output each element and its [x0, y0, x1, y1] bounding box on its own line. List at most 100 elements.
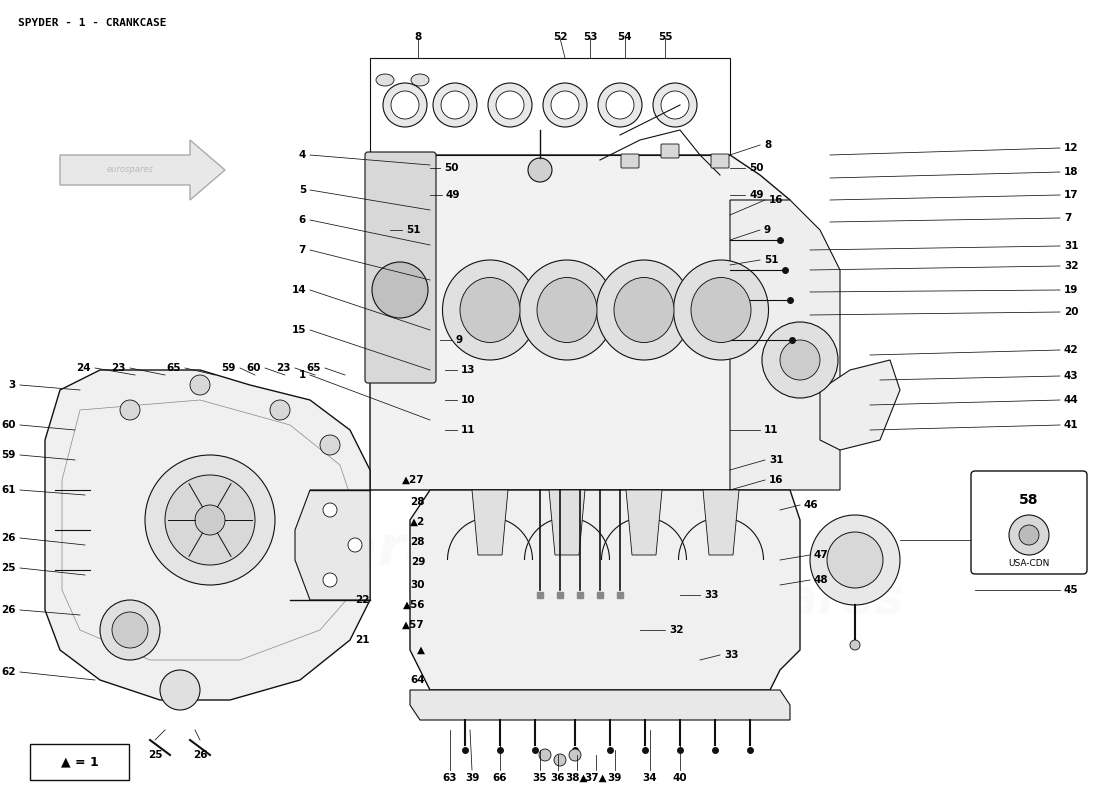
Circle shape — [348, 538, 362, 552]
Circle shape — [323, 503, 337, 517]
Circle shape — [120, 400, 140, 420]
Text: 10: 10 — [461, 395, 475, 405]
Circle shape — [496, 91, 524, 119]
Text: 65: 65 — [307, 363, 321, 373]
Text: 32: 32 — [1064, 261, 1078, 271]
Text: 61: 61 — [1, 485, 16, 495]
Text: 42: 42 — [1064, 345, 1079, 355]
Circle shape — [323, 573, 337, 587]
Circle shape — [543, 83, 587, 127]
Text: 41: 41 — [1064, 420, 1079, 430]
Text: 65: 65 — [166, 363, 182, 373]
Polygon shape — [45, 370, 370, 700]
Text: 34: 34 — [642, 773, 658, 783]
Circle shape — [551, 91, 579, 119]
Text: 17: 17 — [1064, 190, 1079, 200]
Text: 33: 33 — [704, 590, 718, 600]
Polygon shape — [730, 200, 840, 490]
Text: SPYDER - 1 - CRANKCASE: SPYDER - 1 - CRANKCASE — [18, 18, 166, 28]
Text: 59: 59 — [221, 363, 236, 373]
FancyBboxPatch shape — [365, 152, 436, 383]
Polygon shape — [60, 140, 226, 200]
Polygon shape — [370, 155, 790, 490]
Text: 25: 25 — [1, 563, 16, 573]
Text: 49: 49 — [749, 190, 763, 200]
Text: ▲57: ▲57 — [403, 620, 425, 630]
Text: 49: 49 — [446, 190, 461, 200]
Text: ▲2: ▲2 — [409, 517, 425, 527]
Circle shape — [372, 262, 428, 318]
Text: 35: 35 — [532, 773, 548, 783]
FancyBboxPatch shape — [621, 154, 639, 168]
Circle shape — [780, 340, 820, 380]
Text: 60: 60 — [246, 363, 261, 373]
Circle shape — [160, 670, 200, 710]
Text: 28: 28 — [410, 537, 425, 547]
Text: ▲: ▲ — [417, 645, 425, 655]
Text: 14: 14 — [292, 285, 306, 295]
Text: eurospares: eurospares — [425, 323, 776, 377]
FancyBboxPatch shape — [711, 154, 729, 168]
Text: 12: 12 — [1064, 143, 1078, 153]
Circle shape — [661, 91, 689, 119]
Text: 16: 16 — [769, 195, 783, 205]
Text: 24: 24 — [76, 363, 91, 373]
Text: 5: 5 — [299, 185, 306, 195]
Circle shape — [1009, 515, 1049, 555]
Text: 44: 44 — [1064, 395, 1079, 405]
Circle shape — [441, 91, 469, 119]
Circle shape — [554, 754, 566, 766]
Circle shape — [1019, 525, 1040, 545]
Polygon shape — [410, 490, 800, 690]
Circle shape — [165, 475, 255, 565]
Text: 60: 60 — [1, 420, 16, 430]
FancyBboxPatch shape — [661, 144, 679, 158]
Text: 23: 23 — [111, 363, 126, 373]
Text: 31: 31 — [769, 455, 783, 465]
Text: ▲56: ▲56 — [403, 600, 425, 610]
Circle shape — [145, 455, 275, 585]
Ellipse shape — [460, 278, 520, 342]
Text: 1: 1 — [299, 370, 306, 380]
Text: 30: 30 — [410, 580, 425, 590]
Circle shape — [827, 532, 883, 588]
Text: 26: 26 — [1, 533, 16, 543]
Text: 66: 66 — [493, 773, 507, 783]
Ellipse shape — [376, 74, 394, 86]
Circle shape — [850, 640, 860, 650]
Ellipse shape — [442, 260, 538, 360]
Text: 19: 19 — [1064, 285, 1078, 295]
Text: eurospares: eurospares — [596, 576, 904, 624]
Ellipse shape — [411, 74, 429, 86]
FancyBboxPatch shape — [971, 471, 1087, 574]
Polygon shape — [626, 490, 662, 555]
Text: 46: 46 — [804, 500, 818, 510]
Text: 15: 15 — [292, 325, 306, 335]
Text: 37▲: 37▲ — [585, 773, 607, 783]
Text: USA-CDN: USA-CDN — [1009, 558, 1049, 567]
Polygon shape — [549, 490, 585, 555]
FancyBboxPatch shape — [30, 744, 129, 780]
Ellipse shape — [614, 278, 674, 342]
Text: eurospares: eurospares — [107, 166, 153, 174]
Circle shape — [762, 322, 838, 398]
Ellipse shape — [537, 278, 597, 342]
Text: 45: 45 — [1064, 585, 1079, 595]
Text: ▲27: ▲27 — [403, 475, 425, 485]
Ellipse shape — [519, 260, 615, 360]
Text: 40: 40 — [673, 773, 688, 783]
Text: 21: 21 — [355, 635, 370, 645]
Circle shape — [653, 83, 697, 127]
Text: 11: 11 — [764, 425, 779, 435]
Text: 55: 55 — [658, 32, 672, 42]
Ellipse shape — [673, 260, 769, 360]
Polygon shape — [472, 490, 508, 555]
Text: 53: 53 — [583, 32, 597, 42]
Circle shape — [528, 158, 552, 182]
Text: 8: 8 — [764, 140, 771, 150]
Text: 32: 32 — [669, 625, 683, 635]
Text: 7: 7 — [298, 245, 306, 255]
Text: 9: 9 — [764, 225, 771, 235]
Circle shape — [539, 749, 551, 761]
Text: 9: 9 — [456, 335, 463, 345]
